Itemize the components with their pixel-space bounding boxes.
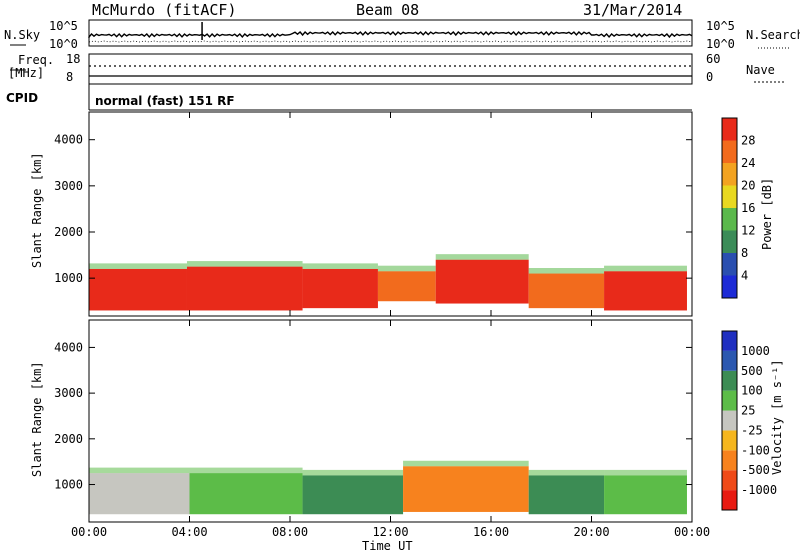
power-band-2 bbox=[302, 268, 378, 309]
velocity-ytick-label-2: 3000 bbox=[54, 386, 83, 400]
power-ytick-label-2: 3000 bbox=[54, 179, 83, 193]
velocity-colorbar-tick-6: -500 bbox=[741, 463, 770, 477]
power-fringe-4 bbox=[435, 254, 529, 260]
noise-right-tick-top: 10^5 bbox=[706, 19, 735, 33]
power-colorbar-seg-2 bbox=[722, 230, 737, 253]
power-band-6 bbox=[604, 271, 687, 311]
velocity-colorbar-tick-2: 100 bbox=[741, 384, 763, 398]
power-colorbar-seg-7 bbox=[722, 118, 737, 141]
power-colorbar-tick-6: 28 bbox=[741, 134, 755, 148]
power-band-5 bbox=[528, 273, 605, 309]
power-band-0 bbox=[89, 268, 187, 311]
freq-left-label-1: Freq. bbox=[18, 53, 55, 67]
power-band-4 bbox=[435, 259, 529, 304]
velocity-ytick-label-1: 2000 bbox=[54, 432, 83, 446]
velocity-colorbar-seg-7 bbox=[722, 350, 737, 371]
velocity-band-1 bbox=[189, 473, 303, 515]
velocity-colorbar-seg-3 bbox=[722, 430, 737, 451]
velocity-band-3 bbox=[403, 466, 529, 512]
freq-right-tick-bottom: 0 bbox=[706, 70, 714, 84]
velocity-colorbar-seg-8 bbox=[722, 331, 737, 351]
power-colorbar-seg-3 bbox=[722, 208, 737, 231]
velocity-ytick-label-0: 1000 bbox=[54, 478, 83, 492]
velocity-colorbar-tick-3: 25 bbox=[741, 404, 755, 418]
velocity-colorbar-tick-1: 500 bbox=[741, 364, 763, 378]
xtick-label-6: 00:00 bbox=[674, 525, 710, 539]
freq-panel-frame bbox=[88, 53, 693, 85]
noise-right-tick-bottom: 10^0 bbox=[706, 37, 735, 51]
velocity-fringe-2 bbox=[302, 469, 404, 476]
power-colorbar-seg-0 bbox=[722, 275, 737, 298]
cpid-label: CPID bbox=[6, 91, 39, 105]
power-band-1 bbox=[186, 266, 303, 311]
power-fringe-1 bbox=[186, 261, 303, 267]
velocity-colorbar-tick-0: 1000 bbox=[741, 344, 770, 358]
cpid-value: normal (fast) 151 RF bbox=[95, 94, 235, 108]
freq-left-tick-top: 18 bbox=[66, 52, 81, 66]
velocity-colorbar-seg-0 bbox=[722, 490, 737, 510]
velocity-colorbar-seg-5 bbox=[722, 390, 737, 411]
power-ytick-label-0: 1000 bbox=[54, 271, 83, 285]
power-fringe-6 bbox=[604, 265, 687, 272]
noise-panel-frame bbox=[88, 19, 693, 47]
power-colorbar-seg-4 bbox=[722, 185, 737, 208]
power-colorbar-seg-1 bbox=[722, 253, 737, 276]
velocity-ytick-label-3: 4000 bbox=[54, 340, 83, 354]
noise-left-tick-bottom: 10^0 bbox=[49, 37, 78, 51]
velocity-band-5 bbox=[604, 475, 687, 515]
x-axis-title: Time UT bbox=[362, 539, 413, 553]
noise-right-label: N.Search bbox=[746, 28, 800, 42]
power-ytick-label-3: 4000 bbox=[54, 133, 83, 147]
xtick-label-0: 00:00 bbox=[71, 525, 107, 539]
velocity-colorbar-frame bbox=[721, 330, 738, 511]
velocity-colorbar-tick-5: -100 bbox=[741, 443, 770, 457]
xtick-label-5: 20:00 bbox=[573, 525, 609, 539]
velocity-colorbar-seg-6 bbox=[722, 370, 737, 391]
velocity-fringe-4 bbox=[528, 469, 605, 476]
power-colorbar-seg-5 bbox=[722, 163, 737, 186]
power-fringe-5 bbox=[528, 268, 605, 274]
velocity-fringe-1 bbox=[189, 467, 303, 474]
power-colorbar-seg-6 bbox=[722, 140, 737, 163]
power-colorbar-tick-2: 12 bbox=[741, 224, 755, 238]
velocity-colorbar-tick-4: -25 bbox=[741, 423, 763, 437]
date-title: 31/Mar/2014 bbox=[583, 1, 683, 19]
power-colorbar-tick-5: 24 bbox=[741, 156, 755, 170]
freq-right-label: Nave bbox=[746, 63, 775, 77]
velocity-fringe-0 bbox=[89, 467, 190, 474]
power-colorbar-tick-1: 8 bbox=[741, 246, 748, 260]
velocity-band-4 bbox=[528, 475, 605, 515]
xtick-label-1: 04:00 bbox=[171, 525, 207, 539]
velocity-fringe-3 bbox=[403, 460, 529, 467]
velocity-colorbar-seg-2 bbox=[722, 450, 737, 471]
xtick-label-4: 16:00 bbox=[473, 525, 509, 539]
beam-title: Beam 08 bbox=[356, 1, 420, 19]
power-colorbar-frame bbox=[721, 117, 738, 299]
power-fringe-3 bbox=[377, 265, 436, 272]
velocity-colorbar-seg-1 bbox=[722, 470, 737, 491]
noise-left-tick-top: 10^5 bbox=[49, 19, 78, 33]
power-colorbar-tick-0: 4 bbox=[741, 269, 748, 283]
velocity-colorbar-seg-4 bbox=[722, 410, 737, 431]
velocity-fringe-5 bbox=[604, 469, 687, 476]
station-title: McMurdo (fitACF) bbox=[92, 1, 237, 19]
noise-left-label: N.Sky bbox=[4, 28, 41, 42]
freq-right-tick-top: 60 bbox=[706, 52, 721, 66]
noise-search-trace bbox=[88, 40, 693, 43]
power-fringe-0 bbox=[89, 263, 187, 269]
freq-left-tick-bottom: 8 bbox=[66, 70, 74, 84]
power-fringe-2 bbox=[302, 263, 378, 269]
power-ytick-label-1: 2000 bbox=[54, 225, 83, 239]
noise-sky-trace bbox=[88, 30, 693, 39]
velocity-band-2 bbox=[302, 475, 404, 515]
xtick-label-2: 08:00 bbox=[272, 525, 308, 539]
power-colorbar-tick-3: 16 bbox=[741, 201, 755, 215]
velocity-colorbar-tick-7: -1000 bbox=[741, 483, 777, 497]
power-colorbar-tick-4: 20 bbox=[741, 179, 755, 193]
velocity-band-0 bbox=[89, 473, 190, 515]
power-band-3 bbox=[377, 271, 436, 302]
xtick-label-3: 12:00 bbox=[372, 525, 408, 539]
